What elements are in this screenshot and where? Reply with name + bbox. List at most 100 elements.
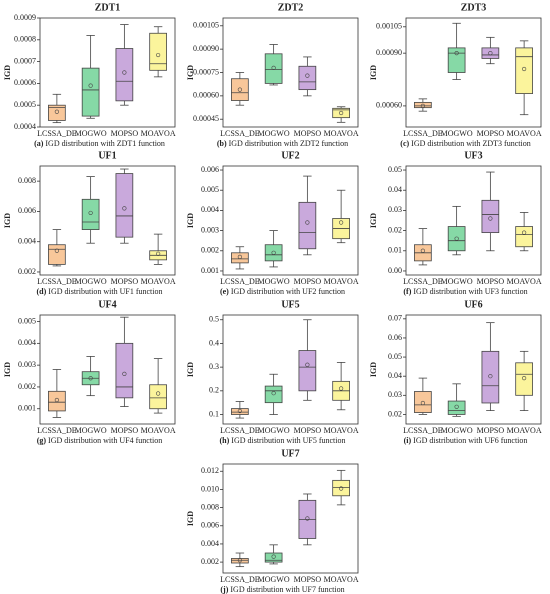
y-tick-label: 0.01: [388, 246, 402, 255]
x-tick-label: LCSSA_DE: [220, 129, 260, 138]
x-tick-label: MOGWO: [258, 426, 290, 435]
plot-frame: [222, 165, 359, 276]
x-tick-label: LCSSA_DE: [403, 129, 443, 138]
y-tick-label: 0.004: [201, 539, 219, 548]
mean: [420, 248, 425, 253]
box: [115, 342, 134, 399]
x-tick-label: MOGWO: [258, 575, 290, 584]
y-tick-label: 0.3: [209, 362, 219, 371]
box: [149, 32, 167, 71]
y-tick-label: 0.003: [201, 225, 219, 234]
chart-title: UF1: [98, 150, 116, 161]
y-tick-label: 0.4: [209, 338, 219, 347]
y-tick-label: 0.00105: [193, 21, 219, 30]
panel: UF4IGD0.0010.0020.0030.0040.005LCSSA_DEM…: [3, 299, 176, 445]
box: [332, 479, 350, 497]
box: [48, 244, 66, 265]
y-tick-label: 0.004: [18, 338, 36, 347]
box: [115, 173, 134, 238]
y-tick-label: 0.00105: [376, 22, 402, 31]
caption: (g) IGD distribution with UF4 function: [37, 436, 163, 445]
box: [414, 391, 432, 413]
y-tick-label: 0.5: [209, 315, 219, 324]
caption-label: (g): [37, 436, 47, 445]
box: [48, 390, 66, 412]
caption-label: (h): [220, 436, 230, 445]
y-axis-label: IGD: [186, 362, 195, 377]
caption: (j) IGD distribution with UF7 function: [220, 585, 344, 594]
box: [414, 101, 432, 109]
x-tick-label: LCSSA_DE: [403, 426, 443, 435]
x-tick-label: MOGWO: [441, 277, 473, 286]
caption-label: (c): [400, 139, 409, 148]
caption: (e) IGD distribution with UF2 function: [220, 287, 345, 296]
y-tick-label: 0.004: [201, 205, 219, 214]
y-tick-label: 0.004: [18, 237, 36, 246]
caption-text: IGD distribution with ZDT1 function: [45, 139, 165, 148]
x-tick-label: MOGWO: [75, 277, 107, 286]
caption-label: (f): [403, 287, 411, 296]
box: [515, 362, 533, 396]
y-tick-label: 0.05: [388, 165, 402, 174]
x-tick-label: MOPSO: [294, 277, 322, 286]
y-tick-label: 0.00090: [376, 48, 402, 57]
y-tick-label: 0.06: [388, 333, 402, 342]
caption-text: IGD distribution with UF6 function: [413, 436, 527, 445]
plot-frame: [222, 463, 359, 574]
y-tick-label: 0.012: [201, 466, 219, 475]
x-tick-label: MOAVOA: [507, 426, 542, 435]
box: [231, 408, 249, 415]
mean: [420, 103, 425, 109]
y-tick-label: 0.0009: [14, 13, 36, 22]
y-tick-label: 0.00045: [193, 114, 219, 123]
caption-label: (d): [37, 287, 47, 296]
x-tick-label: LCSSA_DE: [403, 277, 443, 286]
mean: [237, 87, 242, 92]
y-tick-label: 0.006: [201, 521, 219, 530]
box: [48, 104, 66, 121]
mean: [271, 250, 276, 255]
box: [447, 47, 466, 73]
mean: [122, 70, 127, 75]
y-tick-label: 0.005: [18, 316, 36, 325]
x-tick-label: LCSSA_DE: [220, 277, 260, 286]
box: [115, 48, 134, 102]
caption-label: (b): [217, 139, 227, 148]
box: [447, 226, 466, 252]
x-tick-label: MOPSO: [294, 426, 322, 435]
y-tick-label: 0.006: [18, 206, 36, 215]
y-tick-label: 0.02: [388, 225, 402, 234]
mean: [454, 51, 459, 56]
mean: [454, 404, 459, 409]
box: [264, 53, 283, 84]
caption-label: (a): [34, 139, 44, 148]
mean: [237, 254, 242, 259]
x-tick-label: LCSSA_DE: [220, 426, 260, 435]
x-tick-label: MOAVOA: [324, 426, 359, 435]
y-tick-label: 0.006: [201, 165, 219, 174]
plot-frame: [405, 17, 542, 128]
x-tick-label: MOAVOA: [141, 277, 176, 286]
y-tick-label: 0.00060: [193, 91, 219, 100]
caption-text: IGD distribution with UF4 function: [48, 436, 162, 445]
box: [298, 350, 317, 392]
panel: UF6IGD0.020.030.040.050.060.07LCSSA_DEMO…: [369, 299, 542, 445]
y-tick-label: 0.00: [388, 266, 402, 275]
mean: [88, 83, 93, 88]
mean: [54, 248, 59, 253]
mean: [156, 251, 161, 256]
chart-title: UF5: [281, 299, 299, 310]
box: [264, 385, 283, 404]
box: [332, 107, 350, 119]
caption-text: IGD distribution with ZDT3 function: [411, 139, 531, 148]
caption-label: (e): [220, 287, 229, 296]
y-tick-label: 0.2: [209, 386, 219, 395]
box: [447, 400, 466, 415]
y-axis-label: IGD: [3, 213, 12, 228]
x-tick-label: MOPSO: [477, 277, 505, 286]
box: [264, 244, 283, 262]
box: [481, 350, 500, 404]
caption-text: IGD distribution with UF3 function: [413, 287, 527, 296]
